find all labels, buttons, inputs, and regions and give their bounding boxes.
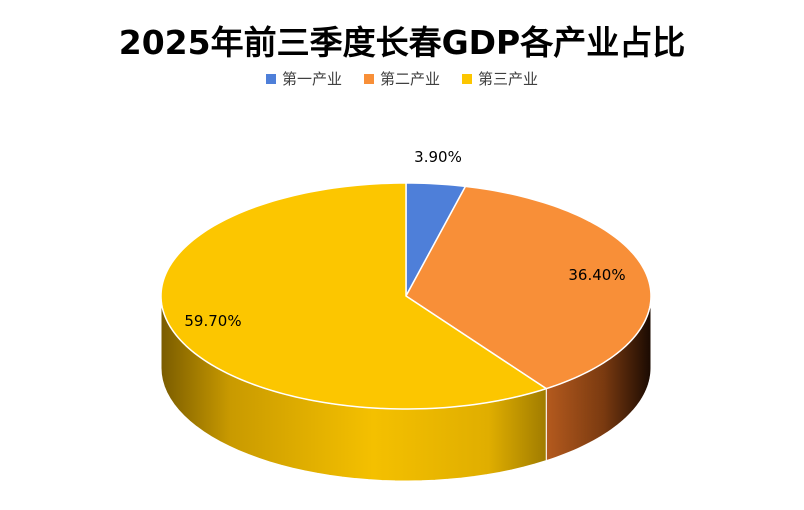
legend-label-secondary: 第二产业 <box>379 70 440 88</box>
legend-label-primary: 第一产业 <box>281 70 342 88</box>
legend-item-secondary: 第二产业 <box>363 68 440 89</box>
legend-item-primary: 第一产业 <box>265 68 342 89</box>
legend-item-tertiary: 第三产业 <box>462 68 538 89</box>
pie-slice-secondary <box>405 185 652 390</box>
legend-swatch-primary <box>265 73 276 84</box>
data-label-secondary: 36.40% <box>568 266 625 284</box>
legend-swatch-tertiary <box>462 73 472 84</box>
legend-label-tertiary: 第三产业 <box>478 70 539 88</box>
legend-swatch-secondary <box>363 73 374 84</box>
chart-title: 2025年前三季度长春GDP各产业占比 <box>118 23 686 62</box>
legend: 第一产业 第二产业 第三产业 <box>0 68 804 89</box>
data-label-primary: 3.90% <box>414 148 462 166</box>
pie-slice-tertiary <box>160 182 547 410</box>
data-label-tertiary: 59.70% <box>184 312 241 330</box>
